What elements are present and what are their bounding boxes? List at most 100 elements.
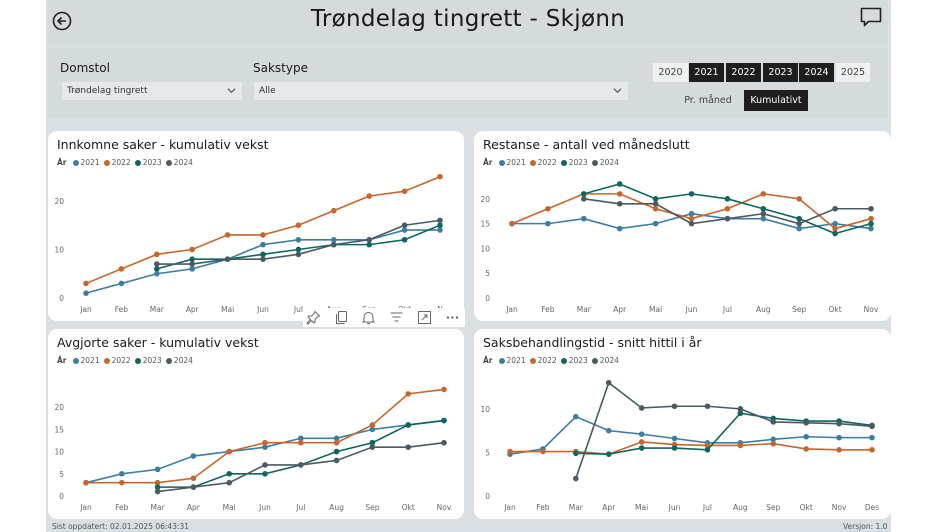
x-tick-label: Okt xyxy=(829,305,842,314)
x-tick-label: Jul xyxy=(702,503,712,512)
mode-button-0[interactable]: Pr. måned xyxy=(684,95,732,106)
legend-item-2023[interactable]: 2023 xyxy=(560,356,588,365)
legend-item-2023[interactable]: 2023 xyxy=(134,356,162,365)
legend-swatch xyxy=(529,358,536,364)
data-point-2024 xyxy=(688,220,695,227)
data-point-2021 xyxy=(573,413,579,420)
y-tick-label: 15 xyxy=(480,220,490,229)
data-point-2022 xyxy=(441,386,447,393)
data-point-2021 xyxy=(119,471,125,477)
innkomne-chart: 01020JanFebMarAprMaiJunJulAugSepOktN xyxy=(54,173,443,314)
data-point-2023 xyxy=(154,266,160,272)
data-point-2024 xyxy=(573,475,579,482)
data-point-2024 xyxy=(441,439,447,446)
data-point-2024 xyxy=(260,256,266,262)
legend-item-2021[interactable]: 2021 xyxy=(498,158,526,167)
sakstype-dropdown[interactable]: Alle xyxy=(254,82,628,100)
data-point-2022 xyxy=(836,447,842,453)
year-button-2021[interactable]: 2021 xyxy=(689,63,724,82)
data-point-2021 xyxy=(154,466,161,473)
data-point-2022 xyxy=(540,448,546,455)
page-title: Trøndelag tingrett - Skjønn xyxy=(310,6,626,32)
comment-icon[interactable] xyxy=(860,7,882,27)
legend-label: 2024 xyxy=(173,356,193,365)
mode-button-1[interactable]: Kumulativt xyxy=(744,90,808,111)
data-point-2022 xyxy=(83,479,89,486)
chevron-down-icon xyxy=(227,88,236,94)
data-point-2021 xyxy=(605,427,612,434)
legend-item-2022[interactable]: 2022 xyxy=(529,356,557,365)
data-point-2022 xyxy=(366,193,373,199)
x-tick-label: Mar xyxy=(569,503,584,512)
chart-card-innkomne: 01020JanFebMarAprMaiJunJulAugSepOktN Inn… xyxy=(48,131,464,321)
data-point-2023 xyxy=(581,191,587,197)
data-point-2022 xyxy=(437,173,443,180)
copy-icon[interactable] xyxy=(334,310,349,325)
x-tick-label: Jun xyxy=(256,305,269,314)
data-point-2022 xyxy=(154,251,160,258)
data-point-2021 xyxy=(868,225,874,232)
data-point-2022 xyxy=(704,442,711,449)
series-line-2022 xyxy=(86,388,445,484)
x-tick-label: Nov xyxy=(864,305,879,314)
x-tick-label: Feb xyxy=(115,503,129,512)
pin-icon[interactable] xyxy=(306,310,321,325)
legend-item-2024[interactable]: 2024 xyxy=(591,158,619,167)
legend-item-2021[interactable]: 2021 xyxy=(498,356,526,365)
restanse-chart: 0 5 10 15 20 Jan Feb Mar Apr Mai Jun Jul Aug Sep Okt No… xyxy=(480,181,879,314)
data-point-2024 xyxy=(638,405,645,411)
legend-item-2022[interactable]: 2022 xyxy=(103,158,131,167)
data-point-2024 xyxy=(605,379,612,386)
data-point-2024 xyxy=(652,200,659,207)
data-point-2021 xyxy=(581,215,587,222)
data-point-2021 xyxy=(83,290,89,296)
legend-item-2024[interactable]: 2024 xyxy=(165,356,193,365)
data-point-2024 xyxy=(401,222,408,229)
year-button-2023[interactable]: 2023 xyxy=(763,63,798,82)
x-tick-label: Sep xyxy=(792,305,806,314)
back-arrow-icon[interactable] xyxy=(52,11,72,31)
data-point-2024 xyxy=(704,403,711,410)
legend-item-2023[interactable]: 2023 xyxy=(134,158,162,167)
data-point-2021 xyxy=(803,433,809,440)
filter-icon[interactable] xyxy=(389,310,404,325)
chart-legend: År 2021 2022 2023 2024 xyxy=(483,158,623,167)
year-button-2025[interactable]: 2025 xyxy=(836,63,870,82)
last-updated-text: Sist oppdatert: 02.01.2025 06:43:31 xyxy=(52,522,190,531)
legend-item-2021[interactable]: 2021 xyxy=(72,356,100,365)
focus-mode-icon[interactable] xyxy=(417,310,432,325)
year-button-2024[interactable]: 2024 xyxy=(799,63,834,82)
data-point-2022 xyxy=(295,222,302,229)
data-point-2022 xyxy=(226,448,232,455)
year-button-2020[interactable]: 2020 xyxy=(653,63,688,82)
x-tick-label: Jul xyxy=(295,503,305,512)
data-point-2022 xyxy=(724,205,731,212)
domstol-dropdown[interactable]: Trøndelag tingrett xyxy=(62,82,242,100)
x-tick-label: Jun xyxy=(668,503,681,512)
more-options-icon[interactable] xyxy=(445,310,460,325)
legend-item-2024[interactable]: 2024 xyxy=(591,356,619,365)
data-point-2024 xyxy=(189,261,195,267)
legend-label: 2024 xyxy=(599,356,619,365)
legend-item-2021[interactable]: 2021 xyxy=(72,158,100,167)
legend-label: 2024 xyxy=(599,158,619,167)
legend-item-2023[interactable]: 2023 xyxy=(560,158,588,167)
data-point-2021 xyxy=(295,236,302,243)
legend-label: 2022 xyxy=(111,158,131,167)
data-point-2024 xyxy=(295,251,302,258)
legend-item-2024[interactable]: 2024 xyxy=(165,158,193,167)
data-point-2022 xyxy=(262,439,268,446)
legend-item-2022[interactable]: 2022 xyxy=(103,356,131,365)
legend-swatch xyxy=(134,358,141,364)
data-point-2022 xyxy=(796,196,802,202)
year-button-2022[interactable]: 2022 xyxy=(726,63,761,82)
bell-icon[interactable] xyxy=(361,310,376,325)
legend-item-2022[interactable]: 2022 xyxy=(529,158,557,167)
data-point-2023 xyxy=(366,241,373,248)
y-tick-label: 0 xyxy=(59,492,64,501)
data-point-2021 xyxy=(190,453,197,459)
y-tick-label: 5 xyxy=(485,269,490,278)
data-point-2023 xyxy=(688,191,695,197)
data-point-2024 xyxy=(832,205,838,212)
data-point-2023 xyxy=(605,451,612,457)
